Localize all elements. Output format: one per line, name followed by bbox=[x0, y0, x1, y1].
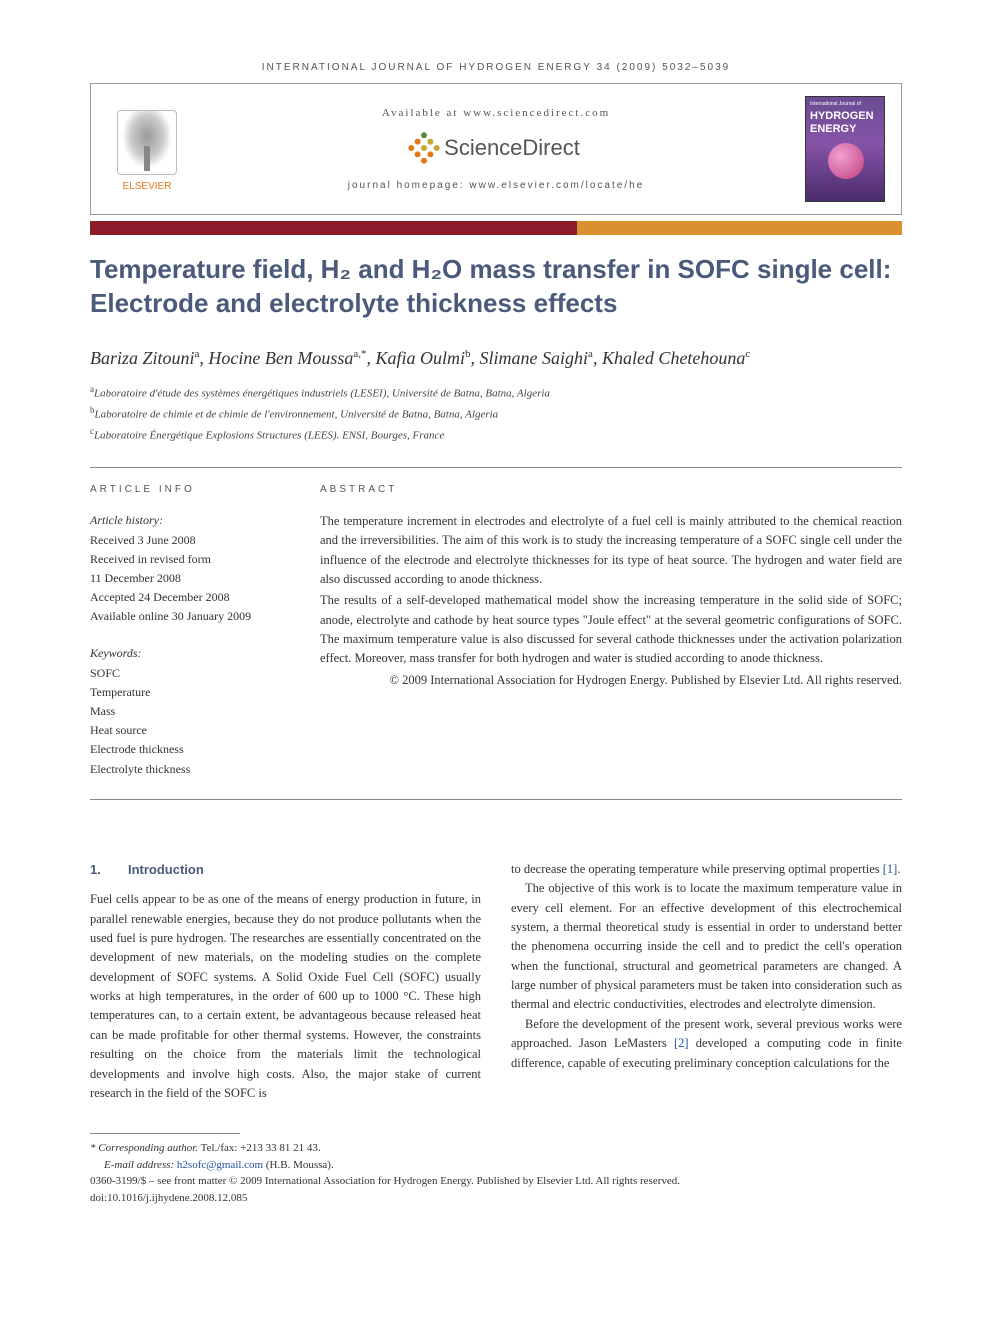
article-history: Article history: Received 3 June 2008Rec… bbox=[90, 511, 290, 626]
cover-title-line1: HYDROGEN bbox=[810, 111, 880, 122]
divider-line bbox=[90, 799, 902, 800]
keyword: SOFC bbox=[90, 664, 290, 683]
article-title: Temperature field, H₂ and H₂O mass trans… bbox=[90, 253, 902, 321]
cover-title-line2: ENERGY bbox=[810, 124, 880, 135]
body-column-right: to decrease the operating temperature wh… bbox=[511, 860, 902, 1104]
color-divider-bar bbox=[90, 221, 902, 235]
sd-dot bbox=[420, 156, 428, 164]
corr-tel: Tel./fax: +213 33 81 21 43. bbox=[198, 1142, 321, 1154]
banner-center: Available at www.sciencedirect.com Scien… bbox=[203, 105, 789, 194]
body-two-column: 1. Introduction Fuel cells appear to be … bbox=[90, 860, 902, 1104]
cover-graphic-icon bbox=[828, 143, 864, 179]
abstract-heading: ABSTRACT bbox=[320, 482, 902, 498]
sd-dot bbox=[426, 150, 434, 158]
affiliation-line: aLaboratoire d'étude des systèmes énergé… bbox=[90, 382, 902, 403]
keywords-label: Keywords: bbox=[90, 644, 290, 663]
keyword: Electrolyte thickness bbox=[90, 760, 290, 779]
history-line: Available online 30 January 2009 bbox=[90, 607, 290, 626]
sd-dots-icon bbox=[407, 131, 441, 165]
elsevier-logo: ELSEVIER bbox=[107, 104, 187, 194]
history-line: 11 December 2008 bbox=[90, 569, 290, 588]
sd-dot bbox=[420, 131, 428, 139]
page-container: INTERNATIONAL JOURNAL OF HYDROGEN ENERGY… bbox=[0, 0, 992, 1246]
sd-dot bbox=[420, 144, 428, 152]
abstract-copyright: © 2009 International Association for Hyd… bbox=[320, 671, 902, 690]
history-line: Received 3 June 2008 bbox=[90, 531, 290, 550]
available-at-text: Available at www.sciencedirect.com bbox=[203, 105, 789, 122]
body-paragraph: The objective of this work is to locate … bbox=[511, 879, 902, 1015]
info-abstract-row: ARTICLE INFO Article history: Received 3… bbox=[90, 468, 902, 798]
affiliation-line: cLaboratoire Énergétique Explosions Stru… bbox=[90, 424, 902, 445]
keywords-block: Keywords: SOFCTemperatureMassHeat source… bbox=[90, 644, 290, 778]
sd-dot bbox=[407, 144, 415, 152]
journal-homepage[interactable]: journal homepage: www.elsevier.com/locat… bbox=[203, 178, 789, 193]
affiliations: aLaboratoire d'étude des systèmes énergé… bbox=[90, 382, 902, 446]
body-text: to decrease the operating temperature wh… bbox=[511, 862, 883, 876]
sd-dot bbox=[426, 137, 434, 145]
article-info-heading: ARTICLE INFO bbox=[90, 482, 290, 497]
sciencedirect-logo[interactable]: ScienceDirect bbox=[203, 131, 789, 164]
section-number: 1. bbox=[90, 862, 101, 877]
sd-dot bbox=[414, 150, 422, 158]
elsevier-label: ELSEVIER bbox=[123, 179, 172, 194]
body-paragraph: to decrease the operating temperature wh… bbox=[511, 860, 902, 879]
email-tail: (H.B. Moussa). bbox=[263, 1159, 334, 1171]
keyword: Heat source bbox=[90, 721, 290, 740]
reference-link[interactable]: [2] bbox=[674, 1036, 689, 1050]
abstract-para-1: The temperature increment in electrodes … bbox=[320, 512, 902, 590]
footnotes: * Corresponding author. Tel./fax: +213 3… bbox=[90, 1140, 902, 1206]
body-column-left: 1. Introduction Fuel cells appear to be … bbox=[90, 860, 481, 1104]
journal-banner: ELSEVIER Available at www.sciencedirect.… bbox=[90, 83, 902, 215]
cover-subtitle: International Journal of bbox=[810, 101, 880, 109]
sciencedirect-text: ScienceDirect bbox=[444, 131, 580, 164]
sd-dot bbox=[433, 144, 441, 152]
email-label: E-mail address: bbox=[104, 1159, 177, 1171]
body-text: . bbox=[897, 862, 900, 876]
email-line: E-mail address: h2sofc@gmail.com (H.B. M… bbox=[90, 1157, 902, 1174]
keyword: Mass bbox=[90, 702, 290, 721]
reference-link[interactable]: [1] bbox=[883, 862, 898, 876]
section-heading: 1. Introduction bbox=[90, 860, 481, 880]
affiliation-line: bLaboratoire de chimie et de chimie de l… bbox=[90, 403, 902, 424]
sd-dot bbox=[414, 137, 422, 145]
corresponding-author: * Corresponding author. Tel./fax: +213 3… bbox=[90, 1140, 902, 1157]
doi: doi:10.1016/j.ijhydene.2008.12.085 bbox=[90, 1190, 902, 1207]
footnote-separator bbox=[90, 1133, 240, 1134]
history-line: Accepted 24 December 2008 bbox=[90, 588, 290, 607]
journal-cover-thumbnail: International Journal of HYDROGEN ENERGY bbox=[805, 96, 885, 202]
history-label: Article history: bbox=[90, 511, 290, 530]
author-list: Bariza Zitounia, Hocine Ben Moussaa,*, K… bbox=[90, 345, 902, 372]
article-info-column: ARTICLE INFO Article history: Received 3… bbox=[90, 482, 290, 778]
abstract-column: ABSTRACT The temperature increment in el… bbox=[320, 482, 902, 778]
email-link[interactable]: h2sofc@gmail.com bbox=[177, 1159, 263, 1171]
corr-label: * Corresponding author. bbox=[90, 1142, 198, 1154]
front-matter: 0360-3199/$ – see front matter © 2009 In… bbox=[90, 1173, 902, 1190]
body-paragraph: Fuel cells appear to be as one of the me… bbox=[90, 890, 481, 1103]
history-line: Received in revised form bbox=[90, 550, 290, 569]
section-title: Introduction bbox=[128, 862, 204, 877]
running-head: INTERNATIONAL JOURNAL OF HYDROGEN ENERGY… bbox=[90, 60, 902, 83]
body-paragraph: Before the development of the present wo… bbox=[511, 1015, 902, 1073]
keyword: Temperature bbox=[90, 683, 290, 702]
keyword: Electrode thickness bbox=[90, 740, 290, 759]
elsevier-tree-icon bbox=[117, 110, 177, 175]
abstract-para-2: The results of a self-developed mathemat… bbox=[320, 591, 902, 669]
